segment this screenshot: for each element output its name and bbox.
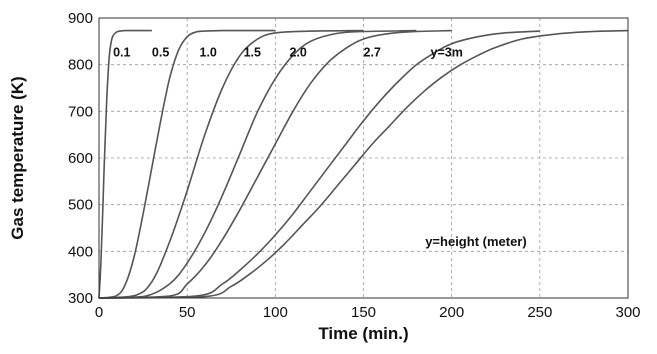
series-label: y=3m — [431, 46, 463, 60]
series-label: 1.0 — [200, 46, 217, 60]
x-tick-label: 0 — [95, 304, 103, 321]
x-tick-label: 100 — [263, 304, 288, 321]
y-tick-label: 900 — [68, 10, 93, 27]
x-tick-label: 300 — [615, 304, 640, 321]
series-line — [98, 29, 364, 299]
x-tick-label: 200 — [439, 304, 464, 321]
y-tick-label: 700 — [68, 103, 93, 120]
tick-labels: 0 50 100 150 200 250 300 300 400 500 600 700 800 900 — [68, 10, 641, 321]
x-tick-label: 150 — [351, 304, 376, 321]
annotation-label: y=height (meter) — [425, 234, 527, 249]
y-tick-label: 400 — [68, 243, 93, 260]
series-line — [98, 30, 540, 299]
series-label: 2.7 — [364, 46, 381, 60]
series-line — [98, 29, 276, 299]
y-tick-label: 800 — [68, 57, 93, 74]
x-tick-label: 50 — [179, 304, 196, 321]
series-label: 2.0 — [289, 46, 306, 60]
series-line — [98, 29, 629, 299]
series-label: 0.5 — [152, 46, 169, 60]
series-line — [98, 29, 152, 299]
series-line — [98, 29, 452, 299]
series-label: 1.5 — [244, 46, 261, 60]
y-tick-label: 600 — [68, 150, 93, 167]
plot-frame — [98, 17, 629, 299]
grid — [99, 18, 628, 298]
y-axis-title: Gas temperature (K) — [8, 76, 27, 239]
x-axis-title: Time (min.) — [318, 324, 408, 343]
series-label: 0.1 — [113, 46, 130, 60]
y-tick-label: 300 — [68, 290, 93, 307]
x-tick-label: 250 — [527, 304, 552, 321]
series-line — [98, 29, 417, 299]
curves — [98, 29, 629, 299]
curve-labels: 0.1 0.5 1.0 1.5 2.0 2.7 y=3m — [113, 46, 463, 60]
y-tick-label: 500 — [68, 197, 93, 214]
